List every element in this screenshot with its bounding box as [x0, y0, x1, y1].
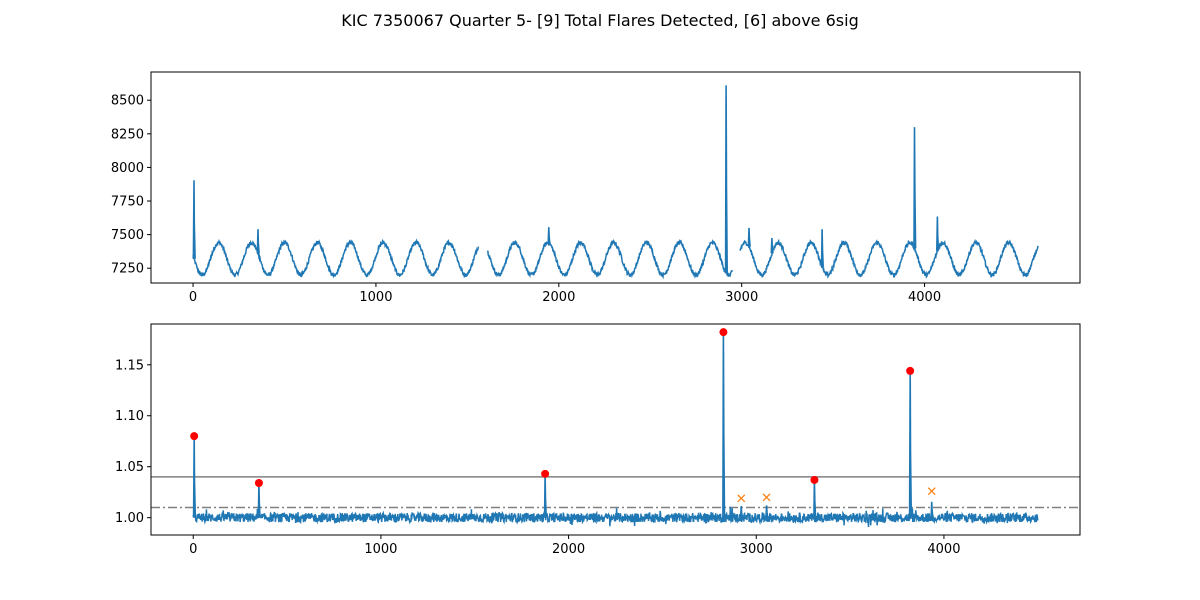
top-axis-ticks: 0 1000 2000 3000 4000 7250 7500 7750 8000 8250 850… — [111, 94, 941, 305]
bottom-y-tick-label: 1.00 — [115, 511, 144, 526]
top-y-tick-label: 7250 — [111, 262, 144, 277]
top-series-line-segment-1 — [486, 238, 734, 280]
bottom-y-tick-label: 1.10 — [115, 409, 144, 424]
flare-spike — [257, 482, 261, 518]
top-y-tick-label: 8500 — [111, 94, 144, 109]
top-panel: 0 1000 2000 3000 4000 7250 7500 7750 8000 8250 850… — [111, 71, 1081, 305]
bottom-x-tick-label: 3000 — [740, 542, 773, 557]
minor-flare-spike — [739, 506, 744, 518]
flare-marker-other — [762, 493, 771, 502]
top-y-tick-label: 7500 — [111, 228, 144, 243]
flare-spike — [722, 332, 726, 518]
flare-marker-other-stroke — [737, 494, 746, 503]
top-y-tick-label: 8250 — [111, 127, 144, 142]
bottom-x-tick-label: 0 — [189, 542, 197, 557]
flare-marker-other-stroke — [927, 487, 936, 496]
flare-marker-6sig — [906, 366, 915, 375]
top-x-tick-label: 0 — [189, 290, 197, 305]
top-y-tick-label: 8000 — [111, 161, 144, 176]
bottom-series-line — [192, 506, 1039, 528]
minor-flare-spike — [765, 505, 769, 518]
flare-spike — [543, 473, 547, 518]
top-plot-area — [192, 85, 1039, 280]
chart-title: KIC 7350067 Quarter 5- [9] Total Flares … — [341, 11, 858, 30]
flare-marker-other-stroke — [762, 493, 771, 502]
bottom-x-tick-label: 2000 — [552, 542, 585, 557]
flare-marker-6sig — [719, 328, 728, 337]
flare-spike — [908, 370, 913, 518]
flare-marker-other — [927, 487, 936, 496]
bottom-axis-ticks: 0 1000 2000 3000 4000 1.00 1.05 1.10 1.15 — [115, 358, 960, 557]
top-x-tick-label: 2000 — [542, 290, 575, 305]
top-flare-spike — [820, 229, 824, 267]
bottom-x-tick-label: 4000 — [927, 542, 960, 557]
flare-marker-6sig — [190, 432, 199, 441]
top-plot-frame — [150, 71, 1081, 284]
top-flare-spike — [936, 216, 940, 251]
bottom-y-tick-label: 1.05 — [115, 460, 144, 475]
top-x-tick-label: 4000 — [908, 290, 941, 305]
bottom-panel: 0 1000 2000 3000 4000 1.00 1.05 1.10 1.15 — [115, 323, 1081, 557]
top-flare-spike — [192, 180, 196, 259]
top-series-line-segment-2 — [739, 238, 1039, 279]
flare-spike — [813, 479, 817, 518]
flare-marker-6sig — [541, 469, 550, 478]
flare-marker-6sig — [254, 479, 263, 488]
top-flare-spike — [724, 85, 728, 273]
top-flare-spike — [256, 229, 260, 254]
top-flare-spike — [747, 227, 751, 247]
minor-flare-spike — [930, 501, 934, 518]
flare-marker-other — [737, 494, 746, 503]
bottom-plot-area — [151, 328, 1080, 528]
top-y-tick-label: 7750 — [111, 195, 144, 210]
top-x-tick-label: 3000 — [725, 290, 758, 305]
bottom-y-tick-label: 1.15 — [115, 358, 144, 373]
flare-marker-6sig — [810, 475, 819, 484]
top-series-line-segment-0 — [192, 238, 480, 279]
top-x-tick-label: 1000 — [359, 290, 392, 305]
bottom-x-tick-label: 1000 — [364, 542, 397, 557]
flare-spike — [192, 436, 197, 518]
top-flare-spike — [913, 127, 917, 249]
top-flare-spike — [770, 237, 774, 254]
bottom-plot-frame — [150, 323, 1081, 536]
top-flare-spike — [547, 227, 551, 243]
